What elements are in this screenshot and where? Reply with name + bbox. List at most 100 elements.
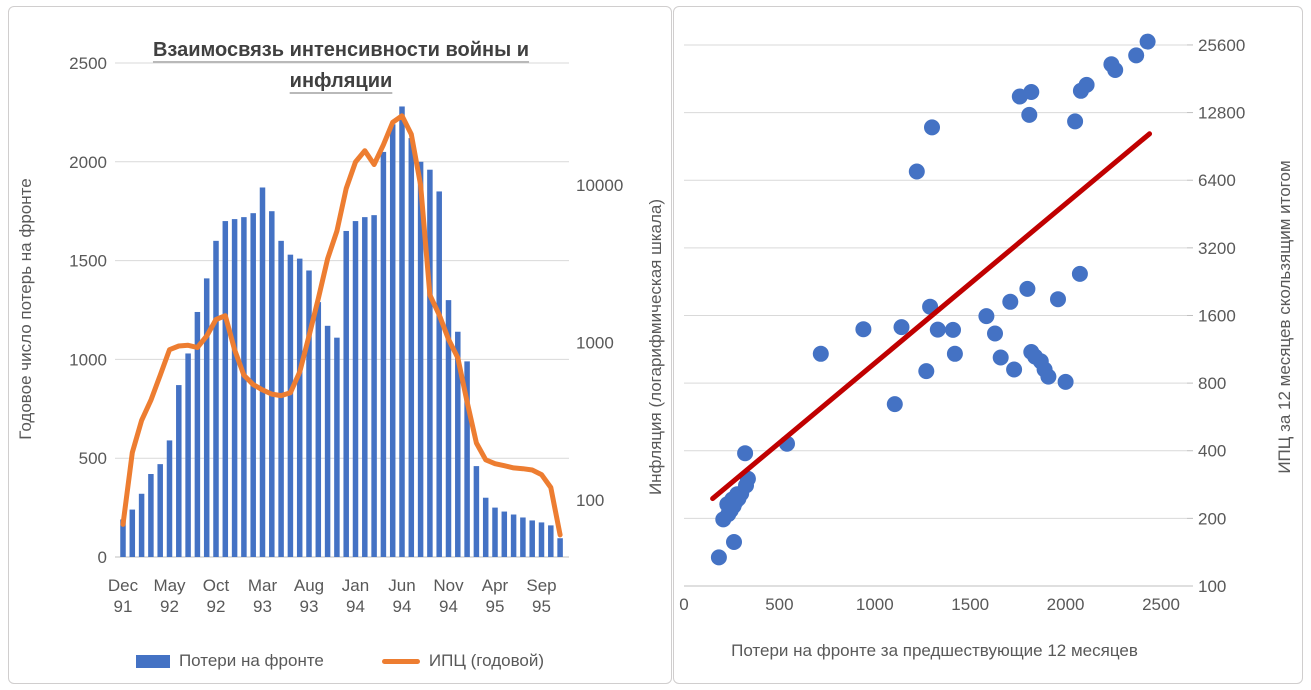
left-y-tick-label: 2500 <box>69 54 107 73</box>
loss-bar <box>427 169 433 558</box>
loss-bar <box>185 353 191 557</box>
scatter-y-tick-label: 6400 <box>1198 171 1236 190</box>
scatter-point <box>946 345 963 362</box>
scatter-right-y-axis-title: ИПЦ за 12 месяцев скользящим итогом <box>1275 160 1294 474</box>
scatter-point <box>929 321 946 338</box>
scatter-chart-panel: 100 200 400 800 1600 3200 6400 12800 25600 0 500 10… <box>673 6 1303 684</box>
scatter-canvas: 100 200 400 800 1600 3200 6400 12800 25600 0 500 10… <box>679 33 1245 614</box>
scatter-point <box>924 119 940 136</box>
legend: Потери на фронте ИПЦ (годовой) <box>9 651 671 671</box>
scatter-x-axis-title: Потери на фронте за предшествующие 12 ме… <box>731 641 1138 660</box>
loss-bar <box>176 385 182 557</box>
x-tick-label: 94 <box>346 597 365 616</box>
loss-bar <box>399 106 405 558</box>
x-tick-label: 95 <box>532 597 551 616</box>
right-y-tick-label: 10000 <box>576 176 623 195</box>
loss-bar <box>548 525 554 557</box>
loss-bar <box>222 221 229 557</box>
x-tick-label: Mar <box>248 576 278 595</box>
scatter-x-tick-label: 1500 <box>951 595 989 614</box>
left-y-tick-label: 0 <box>98 548 107 567</box>
scatter-point <box>1067 113 1084 130</box>
scatter-y-tick-label: 25600 <box>1198 36 1245 55</box>
cpi-line-series <box>120 113 563 538</box>
left-y-tick-label: 1500 <box>69 252 107 271</box>
scatter-x-tick-label: 0 <box>679 595 688 614</box>
x-tick-label: Jun <box>388 576 415 595</box>
loss-bar <box>138 493 145 557</box>
scatter-point <box>886 396 903 413</box>
scatter-point <box>855 321 872 338</box>
bar-series-label: Потери на фронте <box>178 651 324 670</box>
war-inflation-combo-chart-panel: 0 500 1000 1500 2000 2500 100 1000 10000 Dec 91 May… <box>8 6 672 684</box>
scatter-point <box>893 319 910 336</box>
loss-bar <box>157 464 163 557</box>
loss-bar <box>417 161 424 558</box>
line-series-label: ИПЦ (годовой) <box>428 651 545 670</box>
loss-bar <box>501 511 508 557</box>
scatter-point <box>987 325 1003 342</box>
scatter-point <box>978 308 995 325</box>
scatter-x-tick-label: 2000 <box>1047 595 1085 614</box>
left-y-tick-label: 500 <box>79 449 107 468</box>
x-tick-label: 94 <box>439 597 458 616</box>
x-tick-label: Nov <box>433 576 464 595</box>
scatter-y-tick-label: 1600 <box>1198 306 1236 325</box>
trendline <box>710 131 1153 502</box>
x-tick-label: 93 <box>253 597 272 616</box>
x-tick-label: 93 <box>300 597 319 616</box>
x-tick-label: 94 <box>393 597 412 616</box>
bar-series-swatch <box>135 654 170 668</box>
loss-bar <box>445 300 452 557</box>
loss-bar <box>529 520 535 557</box>
loss-bar <box>473 466 480 557</box>
scatter-point <box>945 321 961 338</box>
loss-bar <box>455 331 461 557</box>
legend-item-losses: Потери на фронте <box>135 651 324 671</box>
loss-bar <box>203 278 210 557</box>
scatter-point <box>1006 361 1023 378</box>
loss-bar <box>334 337 340 557</box>
loss-bar <box>241 217 247 558</box>
scatter-point <box>1040 368 1057 385</box>
scatter-point <box>992 349 1009 366</box>
scatter-point <box>1128 47 1145 64</box>
x-tick-label: Aug <box>294 576 324 595</box>
loss-bar <box>166 440 173 557</box>
scatter-x-tick-label: 1000 <box>856 595 894 614</box>
loss-bar <box>269 211 275 557</box>
scatter-y-tick-label: 3200 <box>1198 239 1236 258</box>
scatter-point <box>1139 33 1156 50</box>
loss-bar <box>371 215 377 558</box>
loss-bar <box>510 514 517 557</box>
loss-bar <box>296 258 303 557</box>
scatter-point <box>1071 265 1088 282</box>
scatter-point <box>1002 293 1019 310</box>
left-y-axis-title: Годовое число потерь на фронте <box>16 178 35 440</box>
scatter-point <box>1078 76 1095 93</box>
scatter-point <box>812 345 829 362</box>
scatter-y-tick-label: 400 <box>1198 442 1226 461</box>
loss-bar <box>278 240 284 557</box>
right-y-tick-label: 100 <box>576 491 604 510</box>
x-tick-label: Sep <box>526 576 556 595</box>
scatter-y-tick-label: 200 <box>1198 509 1226 528</box>
scatter-point <box>1050 291 1066 308</box>
loss-bar <box>259 187 266 557</box>
loss-bar <box>129 509 136 557</box>
loss-bar <box>306 270 312 557</box>
scatter-point <box>1021 106 1038 123</box>
scatter-y-tick-label: 100 <box>1198 577 1226 596</box>
loss-bar <box>482 497 489 557</box>
right-y-tick-label: 1000 <box>576 334 614 353</box>
chart-title: Взаимосвязь интенсивности войны и инфляц… <box>152 39 530 92</box>
scatter-point <box>1107 62 1124 78</box>
x-tick-label: Oct <box>203 576 230 595</box>
loss-bar <box>324 325 331 557</box>
x-tick-label: 95 <box>486 597 505 616</box>
scatter-x-tick-label: 2500 <box>1142 595 1180 614</box>
loss-bar <box>492 507 498 557</box>
loss-bar <box>380 151 387 558</box>
scatter-x-tick-label: 500 <box>765 595 793 614</box>
